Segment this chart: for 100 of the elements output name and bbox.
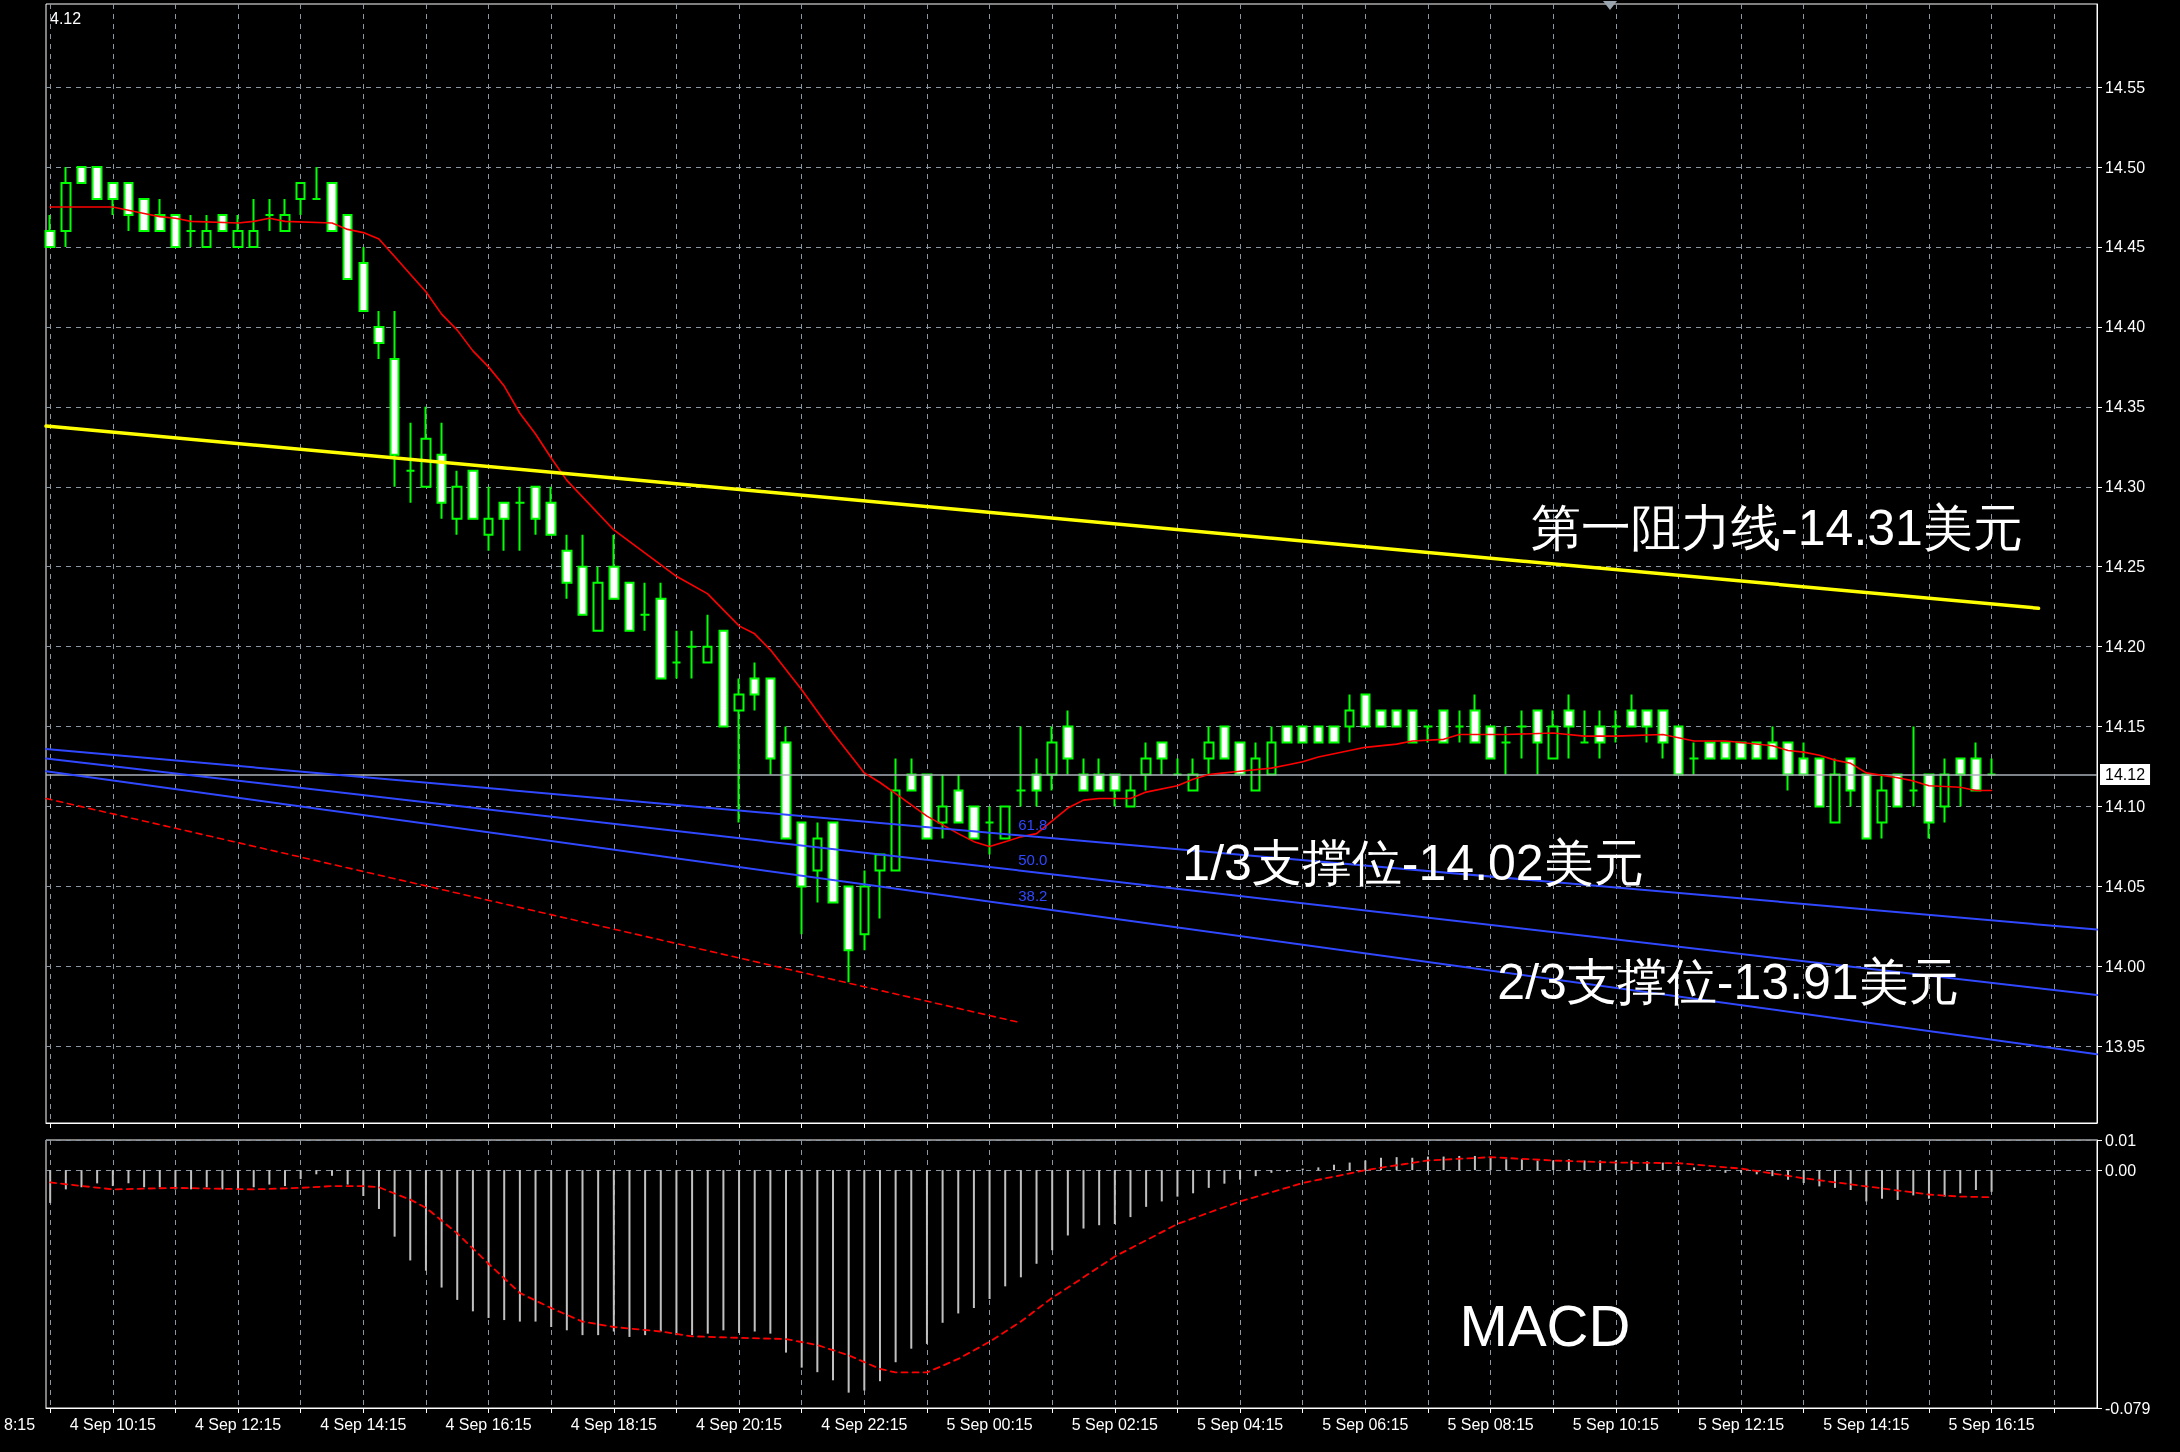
y-tick-label: 14.20 — [2105, 638, 2146, 656]
x-tick-label: 5 Sep 16:15 — [1948, 1415, 2035, 1433]
y-tick-label: 14.55 — [2105, 78, 2146, 96]
x-tick-label: 4 Sep 18:15 — [570, 1415, 658, 1433]
bar — [1113, 1170, 1116, 1225]
bar — [957, 1170, 960, 1314]
y-tick-label: 14.25 — [2105, 558, 2146, 576]
bar — [1207, 1170, 1210, 1188]
bar — [1849, 1170, 1852, 1190]
candlestick — [749, 661, 760, 712]
annotation: 第一阻力线-14.31美元 — [1531, 500, 2023, 556]
bar — [675, 1170, 678, 1336]
bar — [800, 1170, 803, 1368]
bar — [252, 1170, 255, 1188]
candlestick — [311, 166, 322, 201]
candlestick — [1767, 725, 1778, 760]
bar — [237, 1170, 240, 1190]
series-label: 61.8 — [1018, 816, 1048, 834]
candlestick — [999, 805, 1011, 840]
candlestick — [1454, 709, 1465, 744]
candlestick — [1704, 741, 1716, 760]
bar — [1348, 1162, 1351, 1171]
candlestick — [1532, 709, 1543, 776]
bar — [863, 1170, 866, 1391]
bar — [597, 1170, 600, 1336]
candlestick — [874, 853, 886, 920]
candlestick — [1078, 757, 1089, 792]
candlestick — [326, 182, 338, 232]
bar — [346, 1170, 349, 1185]
y-tick-label: 0.00 — [2105, 1161, 2137, 1179]
candlestick — [264, 198, 275, 232]
bar — [158, 1170, 161, 1188]
bar — [1317, 1167, 1320, 1171]
bar — [769, 1170, 772, 1334]
bar — [1771, 1170, 1774, 1177]
candlestick — [483, 485, 494, 552]
bar — [1583, 1160, 1586, 1171]
bar — [330, 1170, 333, 1176]
candlestick — [1093, 757, 1105, 792]
text: 8:15 — [4, 1415, 36, 1433]
bar — [205, 1170, 208, 1188]
candlestick — [1266, 725, 1277, 776]
bar — [565, 1170, 568, 1331]
candlestick — [1814, 757, 1825, 808]
bar — [80, 1170, 83, 1188]
bar — [785, 1170, 788, 1353]
bar — [691, 1170, 694, 1336]
candlestick — [1923, 773, 1935, 840]
bar — [1740, 1170, 1743, 1173]
bar — [1066, 1170, 1069, 1236]
bar — [612, 1170, 615, 1332]
bar — [1254, 1170, 1257, 1177]
candlestick — [1062, 709, 1074, 776]
bar — [1051, 1170, 1054, 1251]
bar — [1192, 1170, 1195, 1194]
bar — [299, 1170, 302, 1180]
candlestick — [1970, 741, 1982, 792]
candlestick — [107, 182, 119, 217]
candlestick — [1297, 725, 1308, 744]
candlestick — [1422, 725, 1434, 744]
candlestick — [624, 581, 635, 632]
text: MACD — [1459, 1292, 1631, 1358]
candlestick — [655, 581, 667, 680]
candlestick — [1547, 709, 1559, 760]
x-tick-label: 4 Sep 16:15 — [445, 1415, 532, 1433]
bar — [503, 1170, 506, 1321]
bar — [534, 1170, 537, 1322]
bar — [910, 1170, 913, 1349]
candlestick — [1720, 741, 1731, 760]
y-tick-label: 14.45 — [2105, 238, 2146, 256]
y-tick-label: 0.01 — [2105, 1131, 2137, 1149]
candlestick — [1360, 693, 1371, 728]
bar — [1505, 1159, 1508, 1171]
bar — [1990, 1170, 1993, 1192]
bar — [1896, 1170, 1899, 1200]
candlestick — [1250, 741, 1261, 792]
bar — [753, 1170, 756, 1332]
bar — [1912, 1170, 1915, 1196]
candlestick — [451, 469, 463, 536]
candlestick — [953, 773, 964, 824]
candlestick — [1328, 725, 1340, 744]
x-tick-label: 5 Sep 00:15 — [946, 1415, 1033, 1433]
candlestick — [1125, 773, 1136, 808]
candlestick — [890, 757, 901, 872]
bar — [1630, 1160, 1633, 1171]
x-tick-label: 4 Sep 20:15 — [695, 1415, 783, 1433]
candlestick — [545, 485, 557, 536]
candlestick — [248, 198, 259, 248]
candlestick — [405, 421, 416, 504]
candlestick — [1579, 709, 1590, 744]
candlestick — [1485, 725, 1496, 760]
candlestick — [1876, 773, 1888, 840]
candlestick — [592, 565, 604, 632]
candlestick — [1375, 709, 1387, 728]
x-tick-label: 4 Sep 12:15 — [194, 1415, 282, 1433]
bar — [1693, 1167, 1696, 1171]
y-tick-label: 14.15 — [2105, 718, 2146, 736]
bar — [988, 1170, 991, 1299]
candlestick — [342, 214, 353, 280]
bar — [550, 1170, 553, 1327]
